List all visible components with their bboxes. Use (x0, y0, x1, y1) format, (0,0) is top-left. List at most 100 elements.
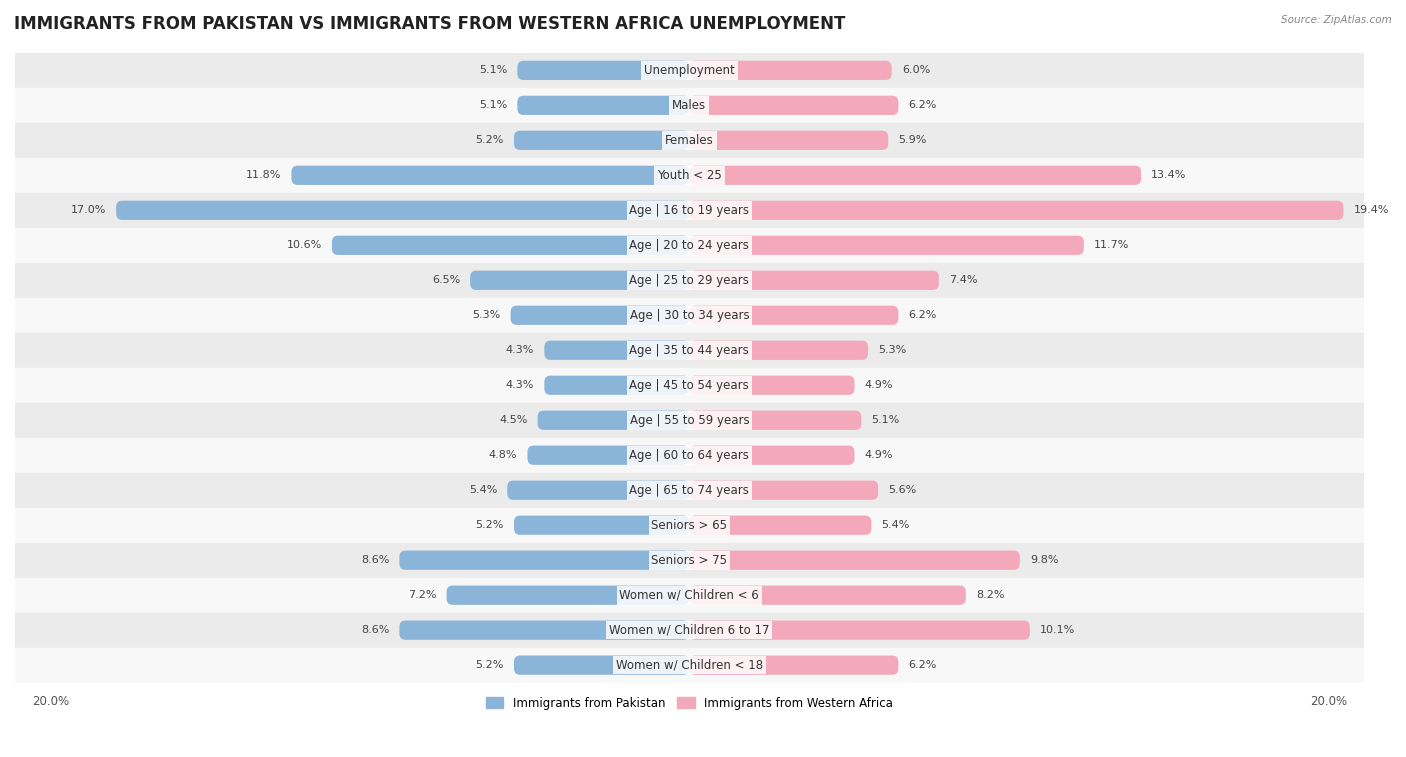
Text: Age | 30 to 34 years: Age | 30 to 34 years (630, 309, 749, 322)
Text: 5.4%: 5.4% (882, 520, 910, 530)
Text: 10.1%: 10.1% (1040, 625, 1076, 635)
Bar (15, 578, 1364, 612)
Text: 5.4%: 5.4% (468, 485, 498, 495)
Text: 5.3%: 5.3% (879, 345, 907, 355)
FancyBboxPatch shape (117, 201, 689, 220)
Text: 5.2%: 5.2% (475, 136, 503, 145)
Bar (15, 648, 1364, 683)
FancyBboxPatch shape (689, 621, 1029, 640)
Text: Age | 20 to 24 years: Age | 20 to 24 years (630, 238, 749, 252)
Text: 13.4%: 13.4% (1152, 170, 1187, 180)
FancyBboxPatch shape (508, 481, 689, 500)
FancyBboxPatch shape (689, 306, 898, 325)
FancyBboxPatch shape (689, 341, 868, 360)
Text: Age | 60 to 64 years: Age | 60 to 64 years (630, 449, 749, 462)
Legend: Immigrants from Pakistan, Immigrants from Western Africa: Immigrants from Pakistan, Immigrants fro… (481, 692, 898, 715)
FancyBboxPatch shape (537, 410, 689, 430)
Bar (15, 333, 1364, 368)
Text: 6.5%: 6.5% (432, 276, 460, 285)
Text: Age | 35 to 44 years: Age | 35 to 44 years (630, 344, 749, 357)
FancyBboxPatch shape (689, 201, 1344, 220)
Text: 4.9%: 4.9% (865, 380, 893, 391)
FancyBboxPatch shape (544, 375, 689, 395)
Text: 4.9%: 4.9% (865, 450, 893, 460)
FancyBboxPatch shape (689, 446, 855, 465)
Text: 11.8%: 11.8% (246, 170, 281, 180)
Text: 6.2%: 6.2% (908, 660, 936, 670)
Text: 5.1%: 5.1% (479, 101, 508, 111)
FancyBboxPatch shape (689, 586, 966, 605)
FancyBboxPatch shape (689, 410, 862, 430)
Text: 5.1%: 5.1% (872, 416, 900, 425)
Text: Seniors > 75: Seniors > 75 (651, 553, 727, 567)
Bar (15, 368, 1364, 403)
FancyBboxPatch shape (689, 61, 891, 80)
FancyBboxPatch shape (689, 131, 889, 150)
Bar (15, 228, 1364, 263)
FancyBboxPatch shape (689, 550, 1019, 570)
Text: 7.4%: 7.4% (949, 276, 977, 285)
FancyBboxPatch shape (447, 586, 689, 605)
FancyBboxPatch shape (470, 271, 689, 290)
Bar (15, 53, 1364, 88)
Text: 5.2%: 5.2% (475, 660, 503, 670)
FancyBboxPatch shape (399, 621, 689, 640)
FancyBboxPatch shape (515, 516, 689, 535)
Text: 5.6%: 5.6% (889, 485, 917, 495)
FancyBboxPatch shape (527, 446, 689, 465)
Bar (15, 123, 1364, 157)
Text: 5.1%: 5.1% (479, 65, 508, 76)
FancyBboxPatch shape (515, 131, 689, 150)
Text: Age | 16 to 19 years: Age | 16 to 19 years (630, 204, 749, 217)
Text: 5.2%: 5.2% (475, 520, 503, 530)
Text: 20.0%: 20.0% (1309, 695, 1347, 708)
Bar (15, 298, 1364, 333)
FancyBboxPatch shape (689, 235, 1084, 255)
Text: Age | 25 to 29 years: Age | 25 to 29 years (630, 274, 749, 287)
Text: 9.8%: 9.8% (1029, 555, 1059, 565)
Text: 6.2%: 6.2% (908, 101, 936, 111)
Text: Age | 45 to 54 years: Age | 45 to 54 years (630, 378, 749, 391)
Text: Males: Males (672, 99, 706, 112)
FancyBboxPatch shape (689, 516, 872, 535)
FancyBboxPatch shape (689, 166, 1142, 185)
Text: Unemployment: Unemployment (644, 64, 735, 77)
Text: 10.6%: 10.6% (287, 240, 322, 251)
Text: 6.0%: 6.0% (901, 65, 929, 76)
FancyBboxPatch shape (510, 306, 689, 325)
Text: 6.2%: 6.2% (908, 310, 936, 320)
Text: Age | 55 to 59 years: Age | 55 to 59 years (630, 414, 749, 427)
Bar (15, 193, 1364, 228)
Text: 4.3%: 4.3% (506, 345, 534, 355)
Text: Seniors > 65: Seniors > 65 (651, 519, 727, 531)
Text: Age | 65 to 74 years: Age | 65 to 74 years (630, 484, 749, 497)
FancyBboxPatch shape (689, 656, 898, 674)
Text: 8.6%: 8.6% (361, 555, 389, 565)
Bar (15, 403, 1364, 438)
Text: 5.9%: 5.9% (898, 136, 927, 145)
Text: IMMIGRANTS FROM PAKISTAN VS IMMIGRANTS FROM WESTERN AFRICA UNEMPLOYMENT: IMMIGRANTS FROM PAKISTAN VS IMMIGRANTS F… (14, 15, 845, 33)
Text: Youth < 25: Youth < 25 (657, 169, 721, 182)
FancyBboxPatch shape (517, 61, 689, 80)
Text: Women w/ Children 6 to 17: Women w/ Children 6 to 17 (609, 624, 769, 637)
Text: Females: Females (665, 134, 714, 147)
Text: 4.3%: 4.3% (506, 380, 534, 391)
Text: 11.7%: 11.7% (1094, 240, 1129, 251)
FancyBboxPatch shape (689, 271, 939, 290)
FancyBboxPatch shape (332, 235, 689, 255)
Text: 8.2%: 8.2% (976, 590, 1004, 600)
Bar (15, 438, 1364, 472)
Bar (15, 157, 1364, 193)
Bar (15, 508, 1364, 543)
Text: 17.0%: 17.0% (70, 205, 105, 215)
Text: 5.3%: 5.3% (472, 310, 501, 320)
FancyBboxPatch shape (689, 95, 898, 115)
Bar (15, 612, 1364, 648)
Text: Source: ZipAtlas.com: Source: ZipAtlas.com (1281, 15, 1392, 25)
FancyBboxPatch shape (517, 95, 689, 115)
Text: 4.5%: 4.5% (499, 416, 527, 425)
Text: 8.6%: 8.6% (361, 625, 389, 635)
FancyBboxPatch shape (689, 481, 879, 500)
Bar (15, 472, 1364, 508)
Bar (15, 263, 1364, 298)
